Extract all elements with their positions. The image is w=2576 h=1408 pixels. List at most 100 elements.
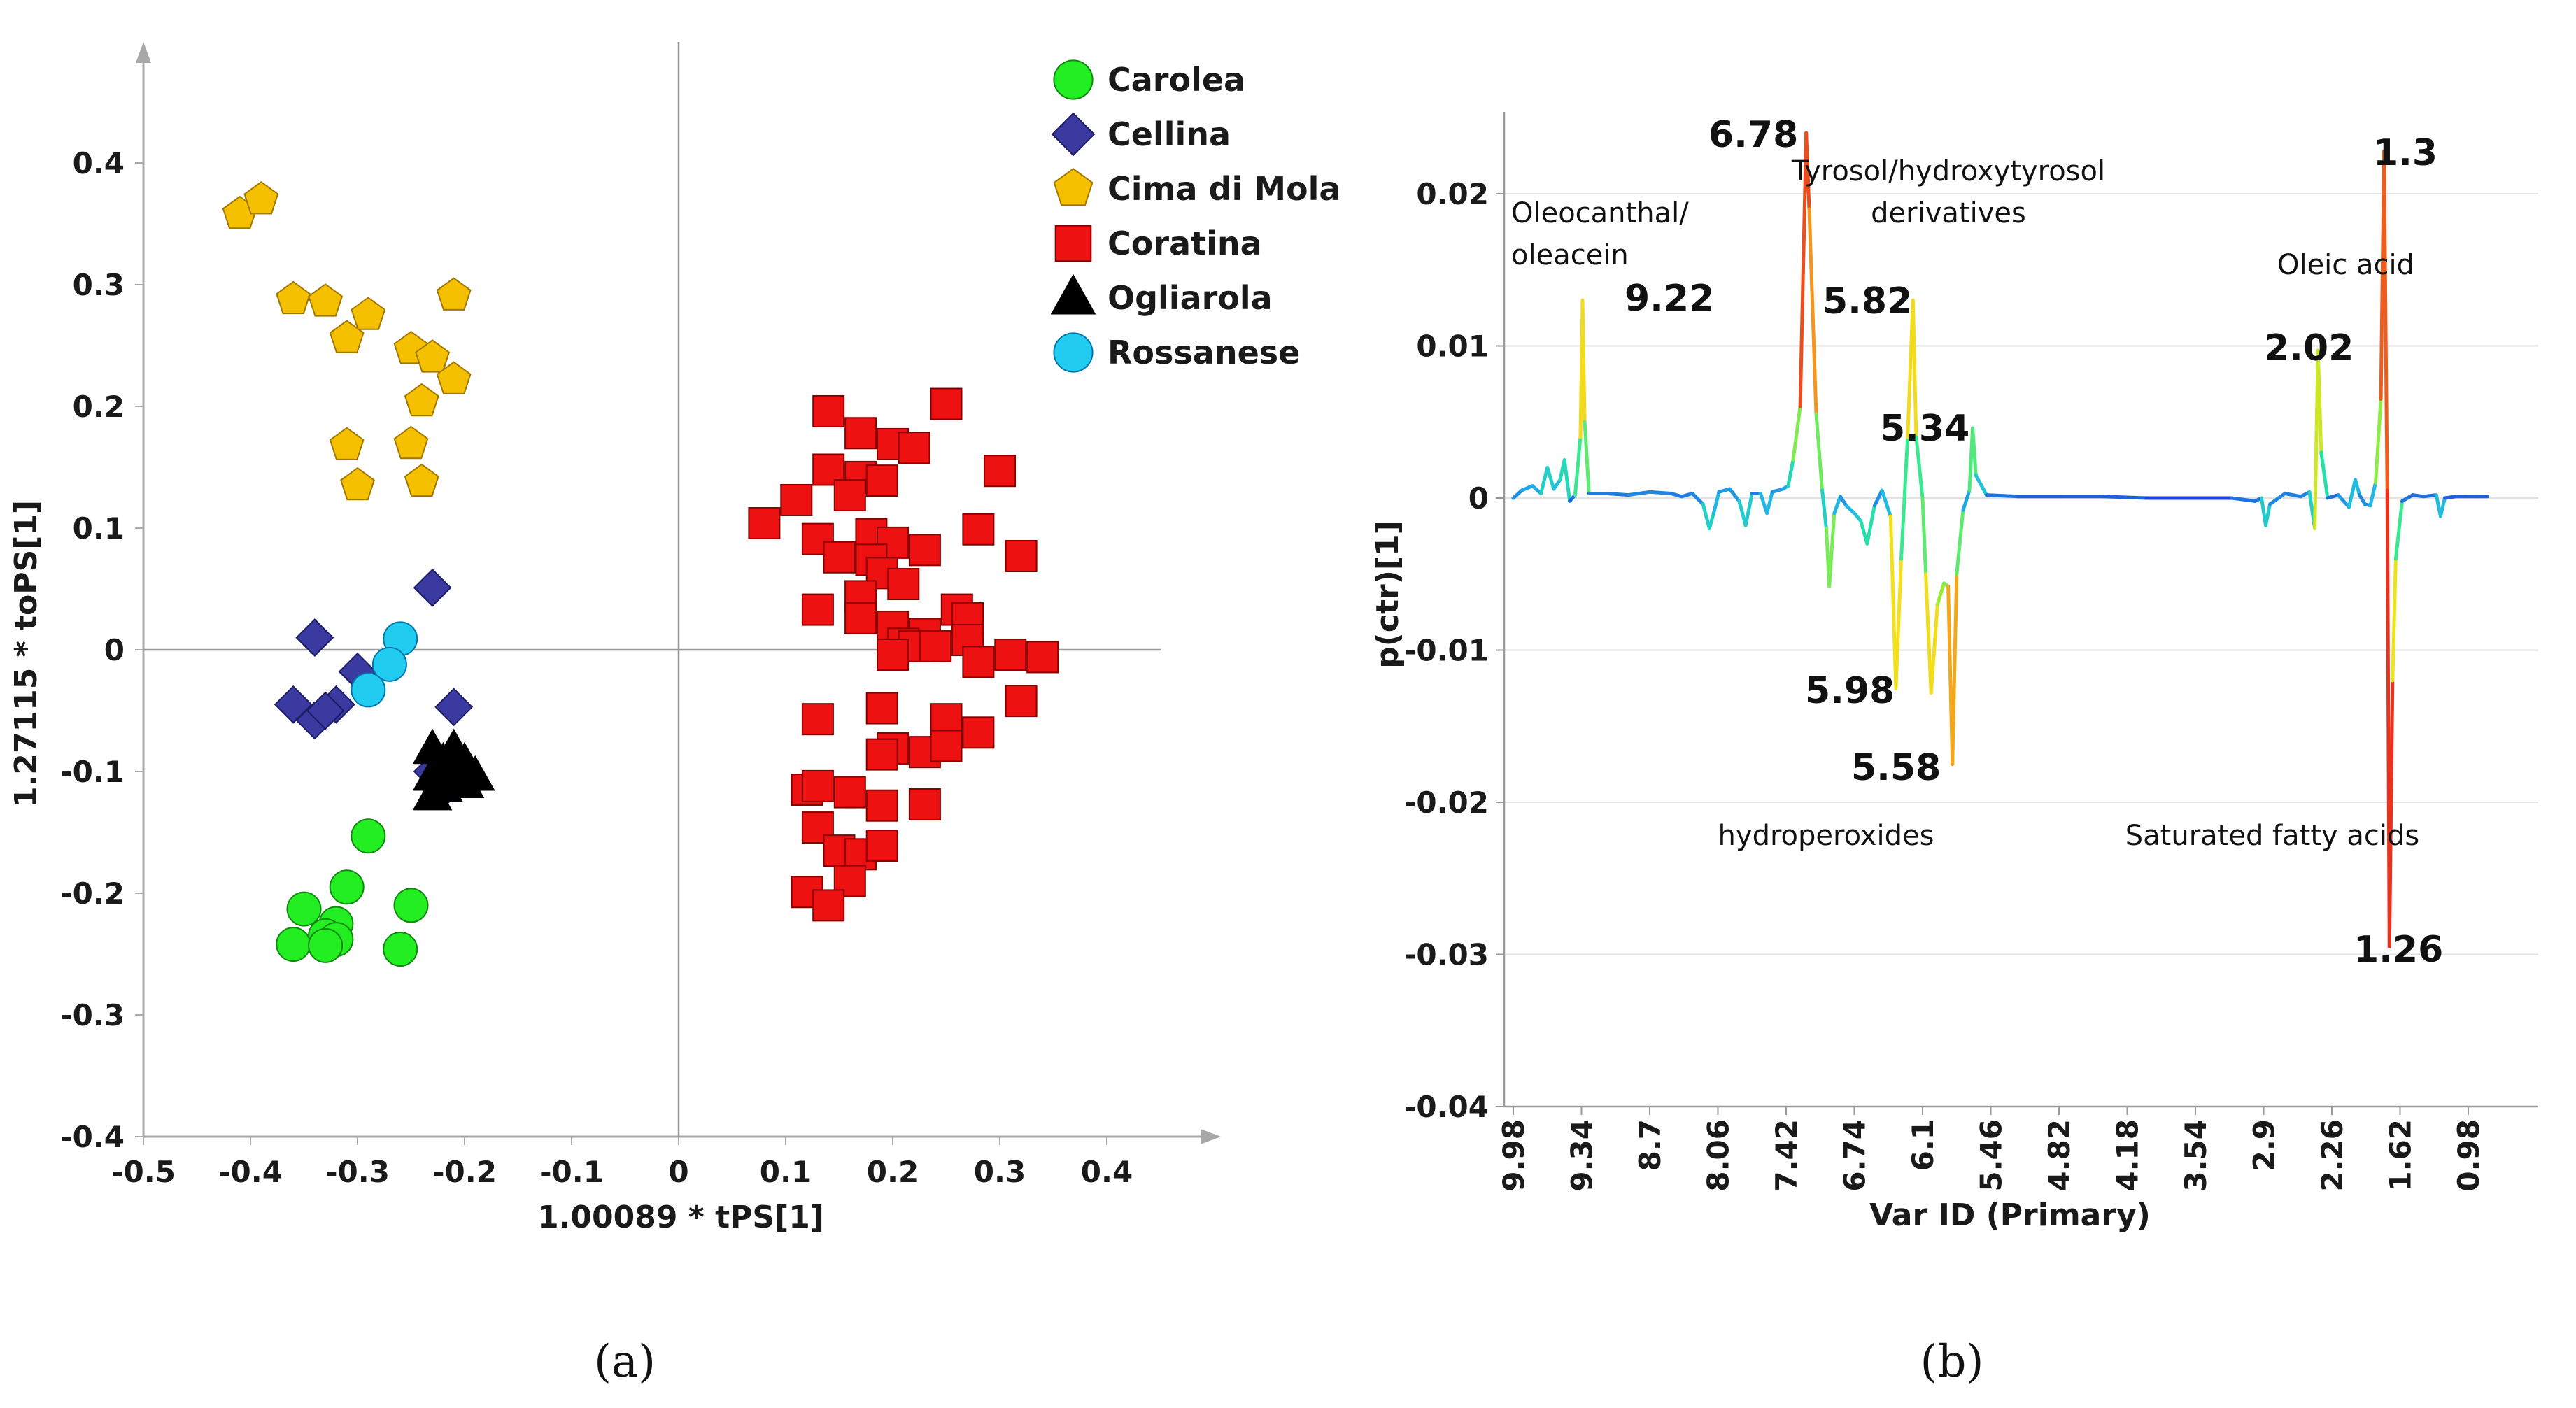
point-rossanese: [351, 672, 386, 708]
b-x-tick-label: 5.46: [1974, 1119, 2009, 1192]
loading-segment: [1929, 602, 1939, 695]
b-y-tick-label: -0.03: [1404, 938, 1489, 972]
point-coratina: [833, 479, 866, 512]
peak-label-9-22: 9.22: [1625, 278, 1714, 320]
peak-label-1-3: 1.3: [2373, 132, 2437, 174]
point-carolea: [276, 927, 311, 962]
legend-label-coratina: Coratina: [1107, 225, 1262, 262]
b-x-tick-label: 2.26: [2315, 1119, 2349, 1192]
loading-segment: [2283, 492, 2303, 499]
loading-segment: [2411, 493, 2426, 499]
loading-segment: [1680, 492, 1694, 499]
point-coratina: [780, 483, 813, 516]
point-coratina: [865, 738, 898, 771]
point-coratina: [865, 692, 898, 725]
loading-segment: [2347, 478, 2357, 509]
a-y-tick-label: -0.2: [60, 876, 125, 911]
b-x-tick-label: 1.62: [2384, 1119, 2418, 1192]
point-cima-di-mola: [393, 425, 429, 460]
loading-segment: [1838, 495, 1848, 508]
loading-segment: [1605, 492, 1630, 497]
legend-label-rossanese: Rossanese: [1107, 334, 1300, 371]
b-x-axis-label: Var ID (Primary): [1869, 1197, 2151, 1233]
point-coratina: [930, 387, 963, 420]
annotation-derivatives: derivatives: [1871, 197, 2026, 229]
loading-segment: [1880, 488, 1892, 518]
series-cima-di-mola: [222, 180, 472, 501]
a-x-tick-labels: -0.5 -0.4 -0.3 -0.2 -0.1 0 0.1 0.2 0.3 0.4: [111, 1137, 1133, 1189]
peak-label-5-34: 5.34: [1880, 408, 1969, 450]
loading-segment: [1669, 492, 1684, 499]
loading-segment: [2354, 478, 2362, 497]
point-coratina: [887, 568, 920, 601]
loading-segment: [1727, 487, 1741, 503]
loading-segment: [1583, 420, 1591, 495]
point-coratina: [823, 541, 856, 574]
loading-segment: [2264, 502, 2272, 527]
loading-segment: [2387, 678, 2395, 949]
point-cima-di-mola: [436, 361, 472, 394]
a-data-points: [222, 180, 1059, 967]
a-y-tick-label: -0.1: [60, 755, 125, 789]
a-x-axis-label: 1.00089 * tPS[1]: [537, 1200, 824, 1235]
a-y-tick-label: 0: [104, 633, 125, 667]
b-y-tick-label: -0.02: [1404, 785, 1489, 820]
a-y-tick-label: -0.3: [60, 998, 125, 1032]
b-x-tick-label: 3.54: [2179, 1119, 2213, 1192]
loading-segment: [1562, 458, 1572, 503]
a-x-tick-label: -0.3: [325, 1155, 390, 1189]
legend-marker-coratina: [1054, 225, 1092, 262]
point-cima-di-mola: [351, 297, 386, 330]
point-cima-di-mola: [340, 467, 375, 501]
b-x-tick-label: 4.82: [2042, 1119, 2076, 1192]
a-y-tick-label: -0.4: [60, 1120, 125, 1154]
b-x-tick-label: 8.7: [1633, 1119, 1667, 1171]
loading-segment: [1580, 298, 1587, 424]
point-cima-di-mola: [329, 320, 365, 353]
loading-segment: [1914, 435, 1925, 500]
legend-label-cellina: Cellina: [1107, 115, 1231, 153]
a-legend: Carolea Cellina Cima di Mola Coratina Og…: [1050, 59, 1340, 373]
legend-marker-cima-di-mola: [1053, 168, 1094, 206]
loading-segment: [1758, 492, 1769, 515]
b-y-tick-label: -0.01: [1404, 634, 1489, 668]
loading-segment: [2374, 397, 2383, 485]
a-y-tick-label: 0.3: [73, 268, 125, 302]
annotation-oleocanthal: Oleocanthal/: [1511, 197, 1689, 229]
point-cellina: [434, 688, 474, 727]
loading-segment: [1552, 478, 1562, 491]
point-coratina: [962, 716, 995, 749]
b-y-tick-label: 0: [1469, 481, 1489, 515]
peak-label-1-26: 1.26: [2354, 929, 2443, 971]
loading-segment: [1786, 458, 1795, 488]
b-x-tick-label: 7.42: [1769, 1119, 1804, 1192]
loading-segment: [1807, 207, 1818, 416]
loading-segment: [1737, 499, 1748, 527]
loading-segment: [2393, 499, 2404, 561]
point-coratina: [919, 630, 952, 662]
point-cellina: [413, 568, 452, 607]
loading-segment: [2326, 493, 2340, 500]
point-coratina: [877, 638, 909, 671]
a-y-tick-labels: -0.4 -0.3 -0.2 -0.1 0 0.1 0.2 0.3 0.4: [60, 146, 143, 1154]
legend-marker-ogliarola: [1050, 273, 1096, 315]
loading-segment: [1920, 496, 1928, 576]
loading-segment: [1791, 405, 1802, 462]
panel-label-a: (a): [594, 1336, 656, 1388]
b-y-axis-label: p(ctr)[1]: [1370, 520, 1406, 668]
a-y-tick-label: 0.2: [73, 390, 125, 424]
loading-segment: [1911, 298, 1918, 439]
point-coratina: [801, 769, 834, 802]
point-coratina: [984, 455, 1016, 488]
a-x-tick-label: -0.1: [539, 1155, 604, 1189]
a-y-axis-arrow: [136, 42, 151, 63]
a-x-tick-label: -0.5: [111, 1155, 176, 1189]
point-carolea: [308, 927, 344, 963]
loading-segment: [1545, 466, 1556, 491]
loading-segment: [1955, 508, 1965, 576]
annotation-hydroperoxides: hydroperoxides: [1718, 820, 1934, 852]
b-x-tick-labels: 9.98 9.34 8.7 8.06 7.42 6.74 6.1 5.46 4.82 4.18 3.…: [1496, 1107, 2486, 1192]
loading-segment: [1894, 557, 1903, 690]
point-carolea: [383, 932, 418, 967]
